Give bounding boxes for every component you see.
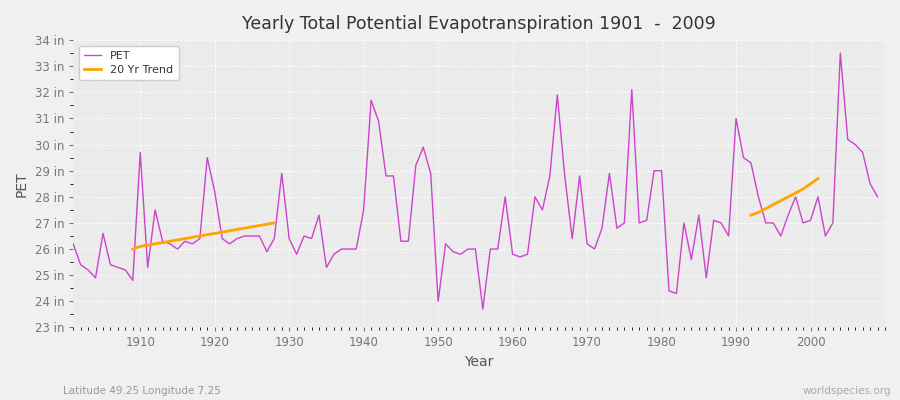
- 20 Yr Trend: [239, 226, 250, 230]
- Text: worldspecies.org: worldspecies.org: [803, 386, 891, 396]
- 20 Yr Trend: [217, 230, 228, 234]
- Text: Latitude 49.25 Longitude 7.25: Latitude 49.25 Longitude 7.25: [63, 386, 220, 396]
- Line: 20 Yr Trend: 20 Yr Trend: [133, 223, 274, 249]
- 20 Yr Trend: [224, 228, 235, 233]
- 20 Yr Trend: [247, 224, 257, 229]
- X-axis label: Year: Year: [464, 355, 494, 369]
- 20 Yr Trend: [254, 223, 265, 228]
- 20 Yr Trend: [179, 236, 190, 241]
- PET: [604, 171, 615, 176]
- 20 Yr Trend: [149, 242, 160, 246]
- PET: [508, 252, 518, 257]
- PET: [835, 51, 846, 56]
- 20 Yr Trend: [202, 232, 212, 237]
- 20 Yr Trend: [194, 234, 205, 238]
- 20 Yr Trend: [128, 247, 139, 252]
- Line: PET: PET: [73, 53, 878, 309]
- Title: Yearly Total Potential Evapotranspiration 1901  -  2009: Yearly Total Potential Evapotranspiratio…: [242, 15, 716, 33]
- PET: [336, 247, 346, 252]
- 20 Yr Trend: [261, 222, 272, 227]
- 20 Yr Trend: [231, 227, 242, 232]
- PET: [872, 194, 883, 199]
- PET: [292, 252, 302, 257]
- PET: [128, 278, 139, 283]
- Legend: PET, 20 Yr Trend: PET, 20 Yr Trend: [79, 46, 178, 80]
- 20 Yr Trend: [158, 240, 168, 245]
- PET: [68, 242, 78, 246]
- 20 Yr Trend: [172, 238, 183, 242]
- PET: [515, 254, 526, 259]
- 20 Yr Trend: [142, 243, 153, 248]
- PET: [477, 307, 488, 312]
- 20 Yr Trend: [269, 220, 280, 225]
- Y-axis label: PET: PET: [15, 171, 29, 196]
- 20 Yr Trend: [210, 231, 220, 236]
- 20 Yr Trend: [187, 235, 198, 240]
- 20 Yr Trend: [165, 239, 176, 244]
- 20 Yr Trend: [135, 244, 146, 249]
